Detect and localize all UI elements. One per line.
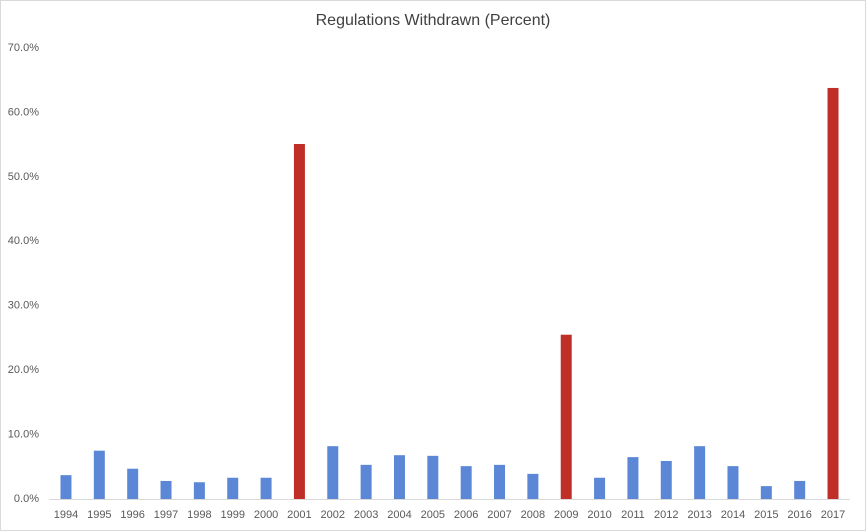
bar	[393, 455, 405, 499]
bar	[627, 457, 639, 499]
bar	[93, 450, 105, 499]
bar	[560, 334, 572, 499]
x-tick-label: 2016	[787, 509, 811, 521]
bar	[527, 473, 539, 499]
bar	[760, 486, 772, 499]
x-tick-label: 2002	[321, 509, 345, 521]
x-tick-label: 2015	[754, 509, 778, 521]
bar	[494, 464, 506, 499]
bar	[694, 446, 706, 499]
x-tick-label: 2007	[487, 509, 511, 521]
x-tick-label: 2013	[687, 509, 711, 521]
bar	[127, 468, 139, 499]
bar	[160, 480, 172, 499]
bar	[293, 143, 305, 499]
x-tick-label: 1996	[120, 509, 144, 521]
bar	[794, 480, 806, 499]
chart-title: Regulations Withdrawn (Percent)	[316, 12, 551, 29]
x-tick-label: 2008	[521, 509, 545, 521]
bar	[727, 466, 739, 499]
y-tick-label: 60.0%	[8, 106, 39, 118]
x-tick-label: 1998	[187, 509, 211, 521]
x-tick-label: 2003	[354, 509, 378, 521]
x-tick-label: 1995	[87, 509, 111, 521]
y-tick-label: 50.0%	[8, 171, 39, 183]
x-tick-label: 2000	[254, 509, 278, 521]
bar	[193, 482, 205, 499]
x-tick-label: 1999	[220, 509, 244, 521]
bar	[660, 460, 672, 499]
x-tick-label: 2014	[721, 509, 745, 521]
bar	[460, 466, 472, 499]
bar	[360, 464, 372, 499]
x-tick-label: 2017	[821, 509, 845, 521]
y-tick-label: 10.0%	[8, 428, 39, 440]
x-tick-label: 2012	[654, 509, 678, 521]
x-tick-label: 1997	[154, 509, 178, 521]
x-tick-label: 2005	[421, 509, 445, 521]
x-tick-label: 1994	[54, 509, 78, 521]
bar	[260, 477, 272, 499]
y-tick-label: 0.0%	[14, 493, 39, 505]
bar	[594, 477, 606, 499]
bar	[60, 475, 72, 499]
y-tick-label: 30.0%	[8, 300, 39, 312]
x-tick-label: 2011	[621, 509, 645, 521]
x-tick-label: 2006	[454, 509, 478, 521]
x-tick-label: 2009	[554, 509, 578, 521]
x-tick-label: 2010	[587, 509, 611, 521]
bar	[227, 477, 239, 499]
y-tick-label: 70.0%	[8, 42, 39, 54]
x-tick-label: 2004	[387, 509, 411, 521]
bar	[327, 446, 339, 499]
bar	[827, 87, 839, 500]
y-tick-label: 40.0%	[8, 235, 39, 247]
y-tick-label: 20.0%	[8, 364, 39, 376]
x-tick-label: 2001	[287, 509, 311, 521]
bar	[427, 455, 439, 499]
